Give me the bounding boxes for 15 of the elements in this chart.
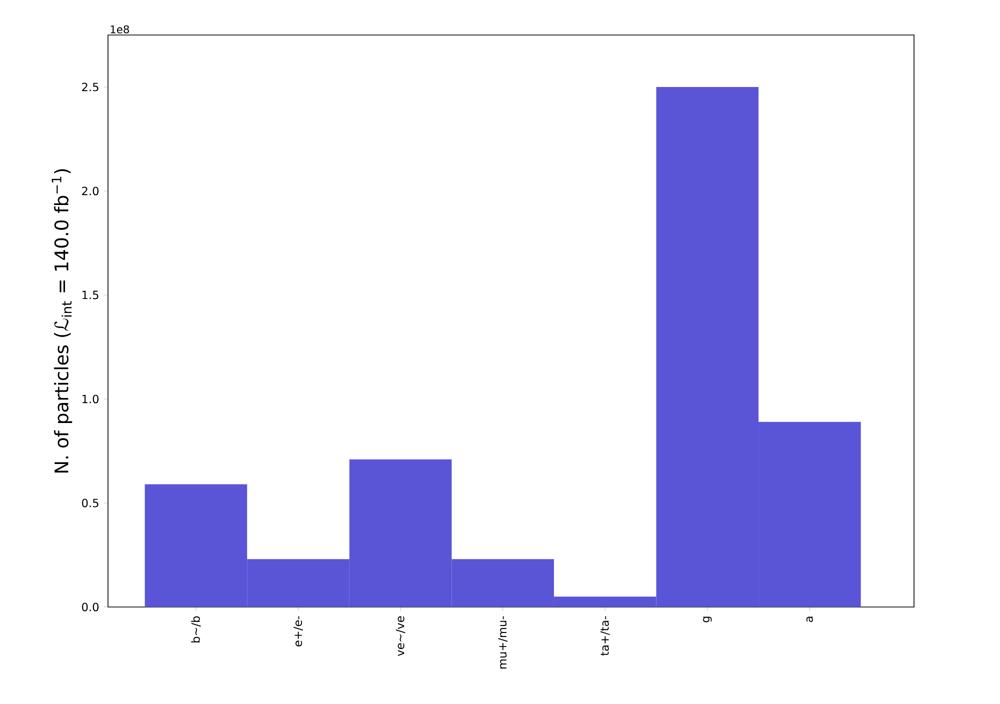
x-tick-label: mu+/mu- bbox=[498, 616, 508, 669]
y-tick-label: 0.5 bbox=[82, 498, 98, 508]
x-tick-label: b~/b bbox=[191, 616, 201, 642]
y-tick-label: 2.0 bbox=[82, 186, 99, 196]
x-tick-label: ve~/ve bbox=[396, 616, 406, 656]
y-tick-label: 2.5 bbox=[82, 82, 98, 92]
y-axis-title: N. of particles (ℒ$_{int}$ = 140.0 fb$^{−1}$) bbox=[52, 169, 72, 473]
y-tick-label: 1.0 bbox=[82, 394, 99, 404]
x-tick-label: e+/e- bbox=[294, 616, 303, 646]
y-tick-label: 1.5 bbox=[82, 290, 98, 300]
y-tick-label: 0.0 bbox=[82, 602, 99, 612]
x-tick-label: a bbox=[806, 616, 813, 622]
x-tick-label: ta+/ta- bbox=[600, 616, 610, 656]
x-tick-label: g bbox=[703, 616, 712, 622]
text: 1e8 bbox=[110, 25, 130, 34]
